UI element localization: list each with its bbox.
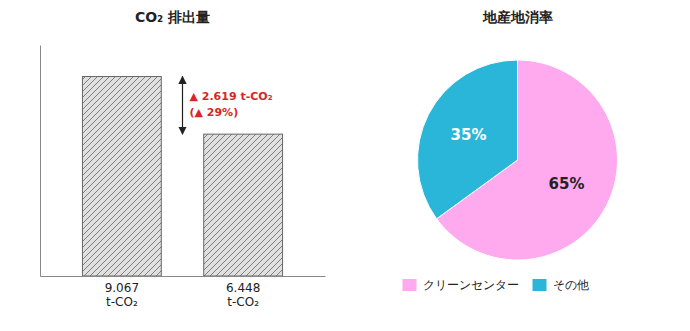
slices	[417, 60, 617, 260]
y-axis	[40, 46, 41, 277]
data-label: 35%	[451, 126, 487, 144]
data-label: 9.067t-CO₂	[105, 281, 139, 309]
bar	[204, 134, 283, 276]
legend-entry: クリーンセンター	[423, 278, 519, 292]
pie-slice	[417, 60, 517, 219]
axis-line	[40, 46, 41, 277]
x-axis	[41, 276, 326, 277]
annotation: (▲ 29%)	[190, 106, 239, 119]
legend-swatch	[403, 279, 417, 291]
bar	[82, 77, 161, 276]
chart-canvas: CO₂ 排出量 9.067t-CO₂ 6.448t-CO₂ ▲ 2.619 t-CO₂…	[0, 0, 690, 331]
panel: CO₂ 排出量 9.067t-CO₂ 6.448t-CO₂ ▲ 2.619 t-CO₂…	[41, 9, 326, 309]
legend-entry: その他	[553, 278, 589, 292]
bars	[82, 77, 282, 276]
axis-line	[41, 276, 326, 277]
data-label: 65%	[549, 175, 585, 193]
legend: クリーンセンター その他	[403, 278, 589, 292]
panel: 地産地消率 65% 35% クリーンセンター その他	[403, 9, 618, 292]
data-label: 6.448t-CO₂	[226, 281, 260, 309]
legend-swatch	[533, 279, 547, 291]
annotation: ▲ 2.619 t-CO₂	[190, 90, 273, 103]
chart-title: CO₂ 排出量	[135, 9, 210, 25]
chart-title: 地産地消率	[482, 9, 553, 25]
difference-arrow	[182, 77, 183, 135]
